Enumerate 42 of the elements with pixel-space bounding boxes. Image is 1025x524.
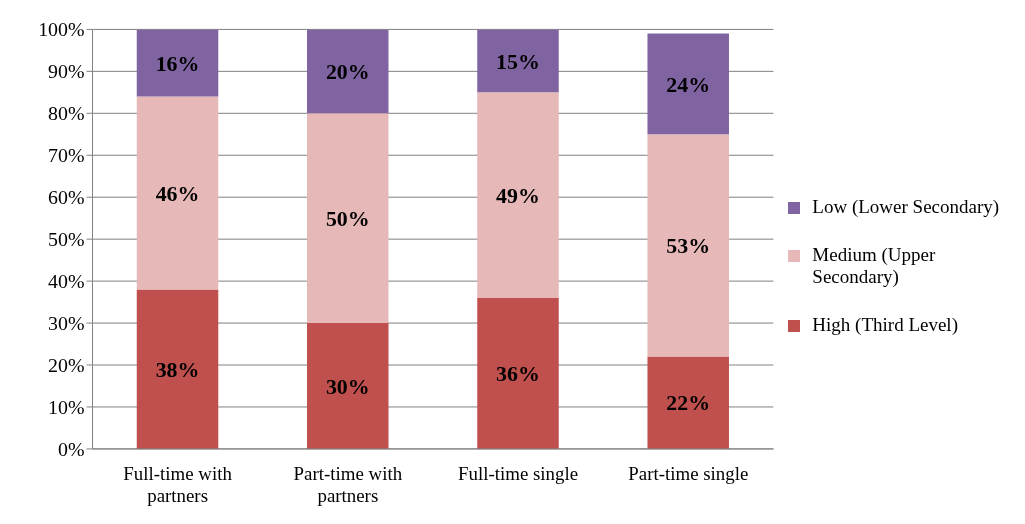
data-label: 53% xyxy=(666,234,711,259)
x-tick-label: Part-time single xyxy=(628,462,749,484)
legend-label: Medium (Upper Secondary) xyxy=(812,244,937,288)
y-tick-label: 40% xyxy=(48,270,85,293)
legend-label: High (Third Level) xyxy=(812,314,958,336)
bar xyxy=(647,356,729,449)
bar xyxy=(647,33,729,135)
bar xyxy=(647,134,729,357)
y-tick-label: 0% xyxy=(58,437,85,460)
x-tick-label: Part-time with partners xyxy=(293,462,403,506)
data-label: 15% xyxy=(496,49,540,74)
legend-label: Low (Lower Secondary) xyxy=(812,196,1000,218)
y-tick-label: 50% xyxy=(48,228,85,251)
bar xyxy=(307,323,389,449)
data-label: 49% xyxy=(496,183,540,208)
y-tick-label: 60% xyxy=(48,186,85,209)
y-tick-label: 80% xyxy=(48,102,85,125)
data-label: 24% xyxy=(666,72,711,97)
data-label: 36% xyxy=(496,362,540,387)
bar xyxy=(136,289,219,449)
data-label: 20% xyxy=(325,60,370,85)
data-label: 46% xyxy=(155,181,200,206)
data-label: 16% xyxy=(155,51,200,76)
bar xyxy=(477,92,559,298)
bar xyxy=(136,29,219,97)
y-tick-label: 100% xyxy=(38,18,85,41)
bar xyxy=(477,29,559,93)
data-label: 50% xyxy=(325,206,370,231)
x-tick-label: Full-time with partners xyxy=(123,462,233,506)
data-label: 38% xyxy=(155,357,200,382)
y-tick-label: 30% xyxy=(48,312,85,335)
data-label: 30% xyxy=(325,374,370,399)
bar xyxy=(307,29,389,114)
bar xyxy=(136,96,219,290)
y-tick-label: 20% xyxy=(48,354,85,377)
bar xyxy=(477,297,559,449)
bar xyxy=(307,113,389,324)
y-tick-label: 90% xyxy=(48,60,85,83)
y-tick-label: 70% xyxy=(48,144,85,167)
x-tick-label: Full-time single xyxy=(458,462,579,484)
y-tick-label: 10% xyxy=(48,396,85,419)
data-label: 22% xyxy=(666,391,711,416)
